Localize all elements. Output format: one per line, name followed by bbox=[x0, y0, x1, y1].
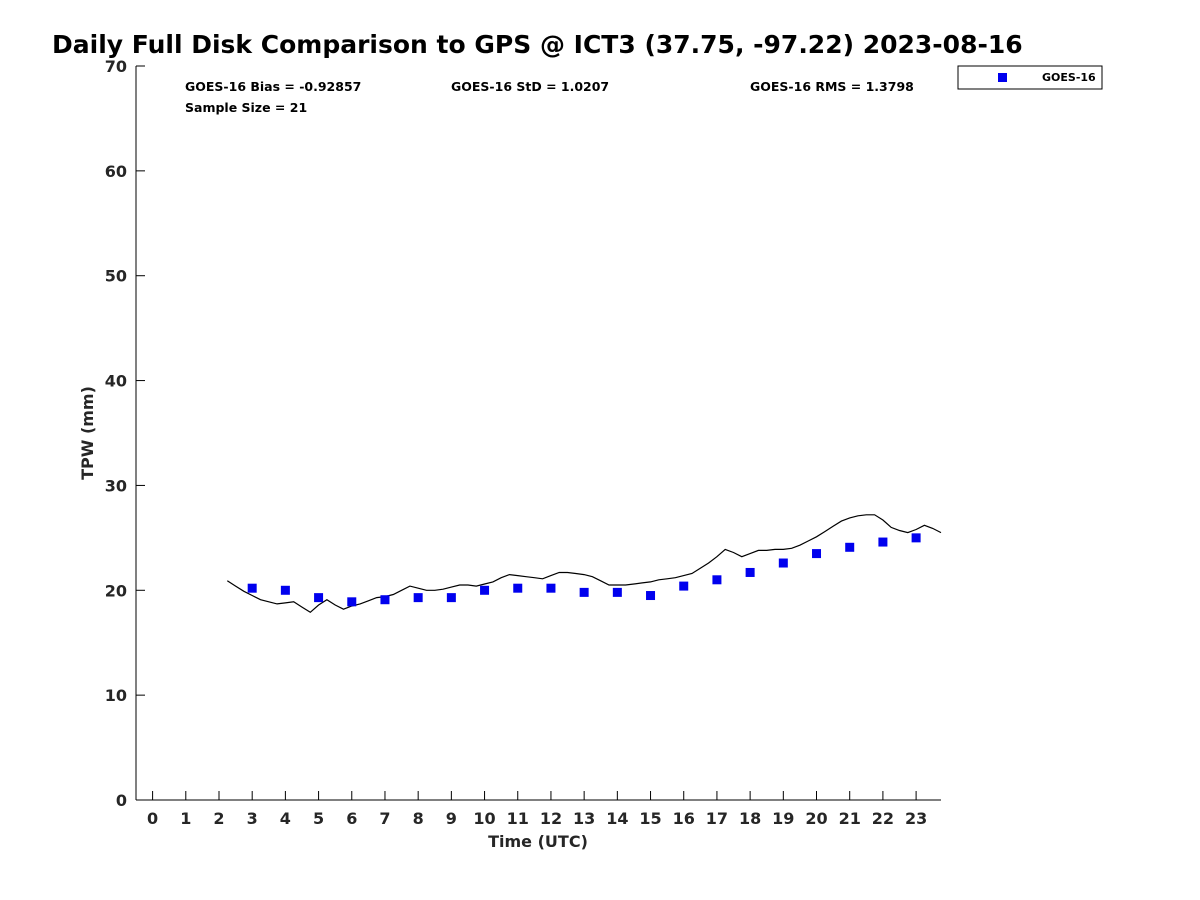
goes16-marker-series bbox=[247, 533, 921, 607]
x-tick-label: 18 bbox=[739, 809, 761, 828]
goes16-point bbox=[280, 585, 290, 595]
x-tick-label: 6 bbox=[346, 809, 357, 828]
x-tick-label: 12 bbox=[540, 809, 562, 828]
x-tick-label: 19 bbox=[772, 809, 794, 828]
x-tick-label: 0 bbox=[147, 809, 158, 828]
goes16-point bbox=[247, 583, 257, 593]
x-tick-label: 11 bbox=[507, 809, 529, 828]
goes16-point bbox=[878, 537, 888, 547]
x-axis-label: Time (UTC) bbox=[488, 832, 588, 851]
y-tick-label: 20 bbox=[105, 581, 127, 600]
x-tick-label: 15 bbox=[639, 809, 661, 828]
x-tick-label: 13 bbox=[573, 809, 595, 828]
x-tick-label: 23 bbox=[905, 809, 927, 828]
goes16-point bbox=[745, 567, 755, 577]
legend: GOES-16 bbox=[957, 65, 1103, 90]
x-tick-label: 17 bbox=[706, 809, 728, 828]
y-tick-label: 30 bbox=[105, 476, 127, 495]
goes16-point bbox=[646, 591, 656, 601]
goes16-point bbox=[845, 542, 855, 552]
goes16-point bbox=[480, 585, 490, 595]
x-tick-label: 5 bbox=[313, 809, 324, 828]
x-tick-label: 3 bbox=[247, 809, 258, 828]
legend-label: GOES-16 bbox=[1042, 71, 1096, 84]
y-tick-label: 50 bbox=[105, 267, 127, 286]
stat-sample-size: Sample Size = 21 bbox=[185, 100, 307, 115]
goes16-point bbox=[446, 593, 456, 603]
x-tick-label: 9 bbox=[446, 809, 457, 828]
x-tick-label: 16 bbox=[673, 809, 695, 828]
x-tick-label: 20 bbox=[805, 809, 827, 828]
chart-title: Daily Full Disk Comparison to GPS @ ICT3… bbox=[52, 30, 1023, 59]
y-tick-label: 70 bbox=[105, 57, 127, 76]
goes16-point bbox=[413, 593, 423, 603]
y-ticks: 0 10 20 30 40 50 60 70 bbox=[105, 57, 145, 810]
x-tick-label: 10 bbox=[473, 809, 495, 828]
stat-rms: GOES-16 RMS = 1.3798 bbox=[750, 79, 914, 94]
goes16-point bbox=[778, 558, 788, 568]
y-tick-label: 10 bbox=[105, 686, 127, 705]
legend-box bbox=[957, 65, 1103, 90]
stat-bias: GOES-16 Bias = -0.92857 bbox=[185, 79, 361, 94]
y-tick-label: 40 bbox=[105, 372, 127, 391]
x-tick-label: 21 bbox=[839, 809, 861, 828]
x-tick-label: 22 bbox=[872, 809, 894, 828]
goes16-point bbox=[679, 581, 689, 591]
y-axis-label: TPW (mm) bbox=[78, 386, 97, 480]
x-tick-label: 7 bbox=[379, 809, 390, 828]
x-tick-label: 4 bbox=[280, 809, 291, 828]
x-tick-label: 2 bbox=[213, 809, 224, 828]
gps-line bbox=[226, 514, 942, 614]
y-tick-label: 60 bbox=[105, 162, 127, 181]
x-ticks: 0 1 2 3 4 5 6 7 8 9 10 11 12 13 14 15 16 17 18 19 20 21 22 23 bbox=[147, 791, 927, 828]
gps-line-series bbox=[226, 514, 942, 614]
goes16-point bbox=[380, 595, 390, 605]
x-tick-label: 8 bbox=[413, 809, 424, 828]
goes16-point bbox=[812, 549, 822, 559]
y-tick-label: 0 bbox=[116, 791, 127, 810]
goes16-point bbox=[546, 583, 556, 593]
stat-std: GOES-16 StD = 1.0207 bbox=[451, 79, 609, 94]
legend-marker bbox=[998, 73, 1007, 82]
goes16-point bbox=[612, 587, 622, 597]
x-tick-label: 14 bbox=[606, 809, 628, 828]
goes16-point bbox=[314, 593, 324, 603]
goes16-point bbox=[712, 575, 722, 585]
axes bbox=[135, 66, 941, 801]
goes16-point bbox=[579, 587, 589, 597]
goes16-point bbox=[513, 583, 523, 593]
goes16-point bbox=[911, 533, 921, 543]
goes16-point bbox=[347, 597, 357, 607]
x-tick-label: 1 bbox=[180, 809, 191, 828]
